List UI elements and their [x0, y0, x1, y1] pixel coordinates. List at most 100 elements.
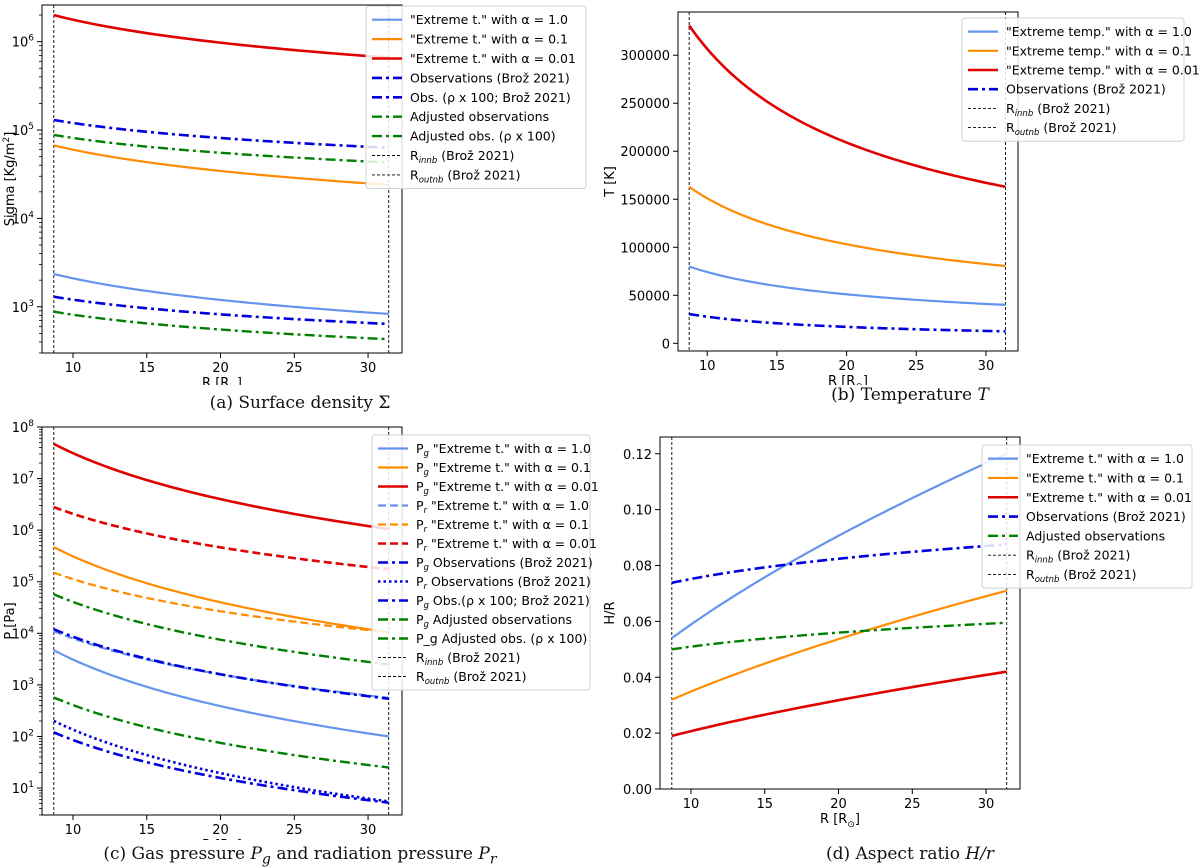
y-tick-label: 0.04 — [623, 671, 652, 686]
x-tick-label: 10 — [65, 361, 82, 376]
x-tick-label: 25 — [908, 359, 925, 374]
surface-density-chart: 10 15 20 25 30 103 104 105 106 R [R⊙] Sigma [Kg/m2… — [2, 4, 587, 394]
x-tick-label: 25 — [904, 797, 921, 812]
legend-entry: Pr "Extreme t." with α = 0.1 — [416, 517, 589, 535]
legend-entry: Pg "Extreme t." with α = 0.01 — [416, 479, 599, 497]
caption-symbol: T — [977, 385, 989, 405]
y-tick-label: 0.00 — [623, 783, 652, 798]
series-line — [53, 649, 389, 738]
series-line — [53, 593, 389, 666]
series-line — [53, 630, 389, 699]
series-line — [53, 696, 389, 769]
y-tick-label: 200000 — [620, 145, 670, 160]
series-line — [688, 312, 1006, 333]
x-tick-label: 30 — [978, 797, 995, 812]
legend-entry: "Extreme t." with α = 1.0 — [410, 12, 568, 27]
legend-entry: Observations (Brož 2021) — [1026, 509, 1186, 524]
temperature-chart: 10 15 20 25 30 0 50000 100000 150000 200000 250000… — [603, 11, 1200, 392]
x-tick-label: 15 — [769, 359, 786, 374]
y-axis-label: P [Pa] — [3, 602, 18, 639]
legend-entry: Obs. (ρ x 100; Brož 2021) — [410, 90, 571, 105]
caption-text: (c) Gas pressure — [103, 844, 246, 864]
x-tick-label: 30 — [360, 361, 377, 376]
y-axis-label: H/R — [603, 601, 618, 624]
x-tick-label: 20 — [838, 359, 855, 374]
caption-symbol: H/r — [965, 844, 995, 864]
y-tick-label: 150000 — [620, 193, 670, 208]
x-tick-label: 10 — [683, 797, 700, 812]
y-tick-label: 106 — [12, 34, 35, 51]
y-axis-label: T [K] — [603, 166, 618, 198]
legend-entry: Rinnb (Brož 2021) — [1006, 101, 1110, 119]
plot-frame — [41, 426, 403, 816]
legend-entry: Observations (Brož 2021) — [410, 70, 570, 85]
legend-entry: Pr Observations (Brož 2021) — [416, 574, 591, 592]
legend-box — [365, 5, 587, 190]
legend-entry: "Extreme temp." with α = 0.1 — [1006, 43, 1192, 58]
y-tick-label: 103 — [12, 677, 34, 694]
series-line — [688, 265, 1006, 306]
legend-entry: "Extreme t." with α = 0.1 — [410, 32, 568, 47]
y-tick-label: 0.02 — [623, 727, 652, 742]
y-tick-label: 0 — [662, 337, 670, 352]
y-tick-label: 0.12 — [623, 448, 652, 463]
y-tick-label: 101 — [12, 780, 34, 797]
y-tick-label: 0.08 — [623, 560, 652, 575]
x-tick-label: 15 — [138, 361, 155, 376]
series-line — [53, 505, 389, 571]
legend-entry: Pg "Extreme t." with α = 0.1 — [416, 460, 591, 478]
x-tick-label: 25 — [286, 361, 303, 376]
x-tick-label: 15 — [756, 797, 773, 812]
caption-symbol: Σ — [378, 393, 391, 413]
y-tick-label: 105 — [12, 122, 34, 139]
caption-surface-density: (a) Surface density Σ — [150, 393, 450, 413]
legend-entry: Pg "Extreme t." with α = 1.0 — [416, 441, 591, 459]
series-line — [671, 589, 1008, 701]
pressure-chart: 10 15 20 25 30 101 102 103 104 105 106 107 108 R [R⊙]… — [3, 419, 599, 856]
legend-entry: Rinnb (Brož 2021) — [410, 148, 514, 166]
series-line — [53, 442, 389, 531]
caption-text: (a) Surface density — [209, 393, 373, 413]
legend-entry: Adjusted observations — [410, 109, 549, 124]
series-line — [53, 719, 389, 803]
legend-box — [961, 17, 1185, 142]
series-line — [53, 310, 389, 341]
x-tick-label: 15 — [138, 823, 155, 838]
chart-panel-temperature: 10 15 20 25 30 0 50000 100000 150000 200000 250000… — [600, 0, 1200, 392]
x-axis-label: R [R⊙] — [202, 838, 242, 840]
y-tick-label: 104 — [12, 625, 35, 642]
series-line — [53, 731, 389, 804]
legend-entry: "Extreme t." with α = 0.01 — [1026, 490, 1192, 505]
plot-frame — [677, 11, 1019, 352]
series-line — [53, 272, 389, 316]
series-line — [53, 571, 389, 634]
x-tick-label: 10 — [699, 359, 716, 374]
legend-entry: P_g Adjusted obs. (ρ x 100) — [416, 631, 587, 646]
legend-box — [981, 444, 1193, 589]
y-tick-label: 105 — [12, 574, 34, 591]
series-line — [671, 452, 1008, 640]
chart-panel-surface-density: 10 15 20 25 30 103 104 105 106 R [R⊙] Sigma [Kg/m2… — [0, 0, 600, 394]
y-tick-label: 0.10 — [623, 504, 652, 519]
x-axis-label: R [R⊙] — [820, 812, 860, 830]
legend-entry: "Extreme temp." with α = 1.0 — [1006, 24, 1192, 39]
series-line — [688, 24, 1006, 189]
legend-box — [371, 434, 591, 691]
caption-middle: and radiation pressure — [276, 844, 473, 864]
legend-entry: "Extreme t." with α = 0.01 — [410, 51, 576, 66]
caption-text: (b) Temperature — [831, 385, 973, 405]
x-tick-label: 20 — [212, 361, 229, 376]
series-line — [53, 118, 389, 150]
y-tick-label: 0.06 — [623, 615, 652, 630]
legend-entry: Pr "Extreme t." with α = 1.0 — [416, 498, 589, 516]
legend-entry: Adjusted observations — [1026, 528, 1165, 543]
legend-entry: Observations (Brož 2021) — [1006, 82, 1166, 97]
y-tick-label: 106 — [12, 522, 35, 539]
legend-entry: "Extreme t." with α = 0.1 — [1026, 470, 1184, 485]
caption-aspect-ratio: (d) Aspect ratio H/r — [760, 844, 1060, 864]
series-line — [53, 295, 389, 326]
y-tick-label: 300000 — [620, 49, 670, 64]
y-tick-label: 50000 — [629, 289, 670, 304]
y-tick-label: 102 — [12, 728, 34, 745]
plot-frame — [659, 436, 1021, 790]
